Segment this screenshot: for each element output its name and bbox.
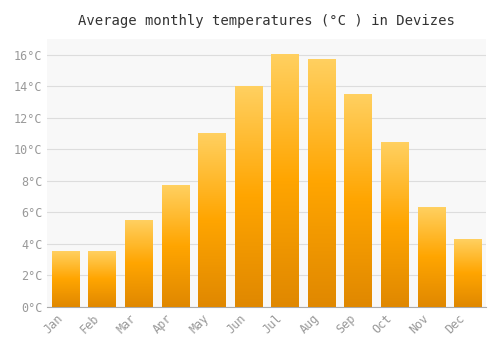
Title: Average monthly temperatures (°C ) in Devizes: Average monthly temperatures (°C ) in De… bbox=[78, 14, 455, 28]
Bar bbox=[418, 208, 445, 307]
Bar bbox=[344, 94, 372, 307]
Bar bbox=[454, 239, 481, 307]
Bar bbox=[52, 252, 80, 307]
Bar bbox=[198, 133, 226, 307]
Bar bbox=[308, 59, 336, 307]
Bar bbox=[125, 220, 152, 307]
Bar bbox=[162, 186, 189, 307]
Bar bbox=[381, 143, 408, 307]
Bar bbox=[234, 86, 262, 307]
Bar bbox=[272, 55, 298, 307]
Bar bbox=[88, 252, 116, 307]
